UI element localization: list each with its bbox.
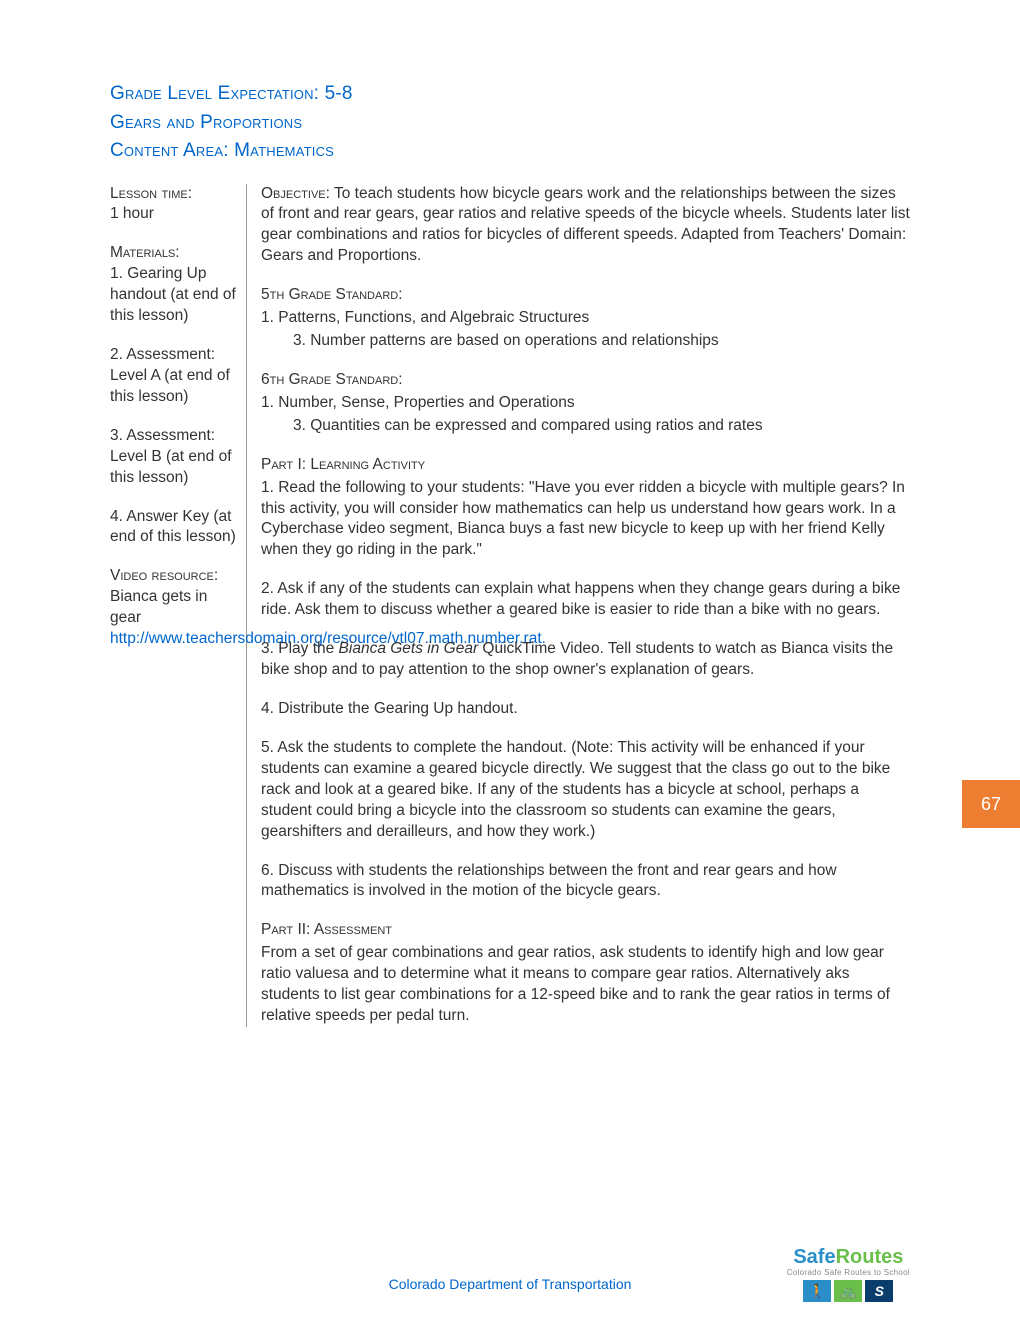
bicycle-icon: 🚲 xyxy=(834,1280,862,1302)
materials-item-2: 2. Assessment: Level A (at end of this l… xyxy=(110,345,236,408)
part-1-step-2: 2. Ask if any of the students can explai… xyxy=(261,579,910,621)
part-1-step-3: 3. Play the Bianca Gets in Gear QuickTim… xyxy=(261,639,910,681)
materials-block: Materials: 1. Gearing Up handout (at end… xyxy=(110,243,236,327)
video-resource-block: Video resource: Bianca gets in gear http… xyxy=(110,566,236,650)
objective-paragraph: Objective: To teach students how bicycle… xyxy=(261,184,910,268)
logo-subtitle: Colorado Safe Routes to School xyxy=(787,1268,910,1277)
materials-item-4: 4. Answer Key (at end of this lesson) xyxy=(110,507,236,549)
standard-6th-1-3: 3. Quantities can be expressed and compa… xyxy=(261,416,910,437)
part-1-step-1: 1. Read the following to your students: … xyxy=(261,478,910,562)
lesson-time-block: Lesson time: 1 hour xyxy=(110,184,236,226)
materials-label: Materials: xyxy=(110,243,236,264)
standard-6th-label: 6th Grade Standard: xyxy=(261,370,910,391)
materials-item-3: 3. Assessment: Level B (at end of this l… xyxy=(110,426,236,489)
logo-title: SafeRoutes xyxy=(787,1247,910,1267)
content-row: Lesson time: 1 hour Materials: 1. Gearin… xyxy=(110,184,910,1028)
part-2-label: Part II: Assessment xyxy=(261,920,910,941)
lesson-page: Grade Level Expectation: 5-8 Gears and P… xyxy=(0,0,1020,1027)
logo-routes: Routes xyxy=(836,1246,904,1268)
saferoutes-logo: SafeRoutes Colorado Safe Routes to Schoo… xyxy=(787,1247,910,1302)
header-title: Gears and Proportions xyxy=(110,109,910,138)
walker-icon: 🚶 xyxy=(803,1280,831,1302)
page-number: 67 xyxy=(981,794,1001,815)
objective-label: Objective: xyxy=(261,185,330,202)
video-title: Bianca gets in gear xyxy=(110,587,236,629)
lesson-time-value: 1 hour xyxy=(110,204,236,225)
part-1-step-5: 5. Ask the students to complete the hand… xyxy=(261,738,910,843)
part-1-label: Part I: Learning Activity xyxy=(261,455,910,476)
header-grade: Grade Level Expectation: 5-8 xyxy=(110,80,910,109)
sidebar: Lesson time: 1 hour Materials: 1. Gearin… xyxy=(110,184,247,1028)
path-icon: S xyxy=(865,1280,893,1302)
part-2-text: From a set of gear combinations and gear… xyxy=(261,943,910,1027)
part-1-step-3-em: Bianca Gets in Gear xyxy=(339,640,479,657)
header-content-area: Content Area: Mathematics xyxy=(110,137,910,166)
standard-5th-1-3: 3. Number patterns are based on operatio… xyxy=(261,331,910,352)
standard-5th-1: 1. Patterns, Functions, and Algebraic St… xyxy=(261,308,910,329)
logo-safe: Safe xyxy=(793,1246,835,1268)
page-number-tab: 67 xyxy=(962,780,1020,828)
main-content: Objective: To teach students how bicycle… xyxy=(247,184,910,1028)
standard-5th-block: 5th Grade Standard: 1. Patterns, Functio… xyxy=(261,285,910,352)
part-1-step-6: 6. Discuss with students the relationshi… xyxy=(261,861,910,903)
standard-6th-block: 6th Grade Standard: 1. Number, Sense, Pr… xyxy=(261,370,910,437)
standard-5th-label: 5th Grade Standard: xyxy=(261,285,910,306)
video-resource-label: Video resource: xyxy=(110,566,236,587)
part-1-step-4: 4. Distribute the Gearing Up handout. xyxy=(261,699,910,720)
materials-item-1: 1. Gearing Up handout (at end of this le… xyxy=(110,264,236,327)
part-1-step-3a: 3. Play the xyxy=(261,640,339,657)
footer-text: Colorado Department of Transportation xyxy=(389,1276,632,1292)
standard-6th-1: 1. Number, Sense, Properties and Operati… xyxy=(261,393,910,414)
lesson-time-label: Lesson time: xyxy=(110,184,236,205)
logo-icons: 🚶 🚲 S xyxy=(787,1280,910,1302)
header-block: Grade Level Expectation: 5-8 Gears and P… xyxy=(110,80,910,166)
objective-text: To teach students how bicycle gears work… xyxy=(261,185,910,265)
